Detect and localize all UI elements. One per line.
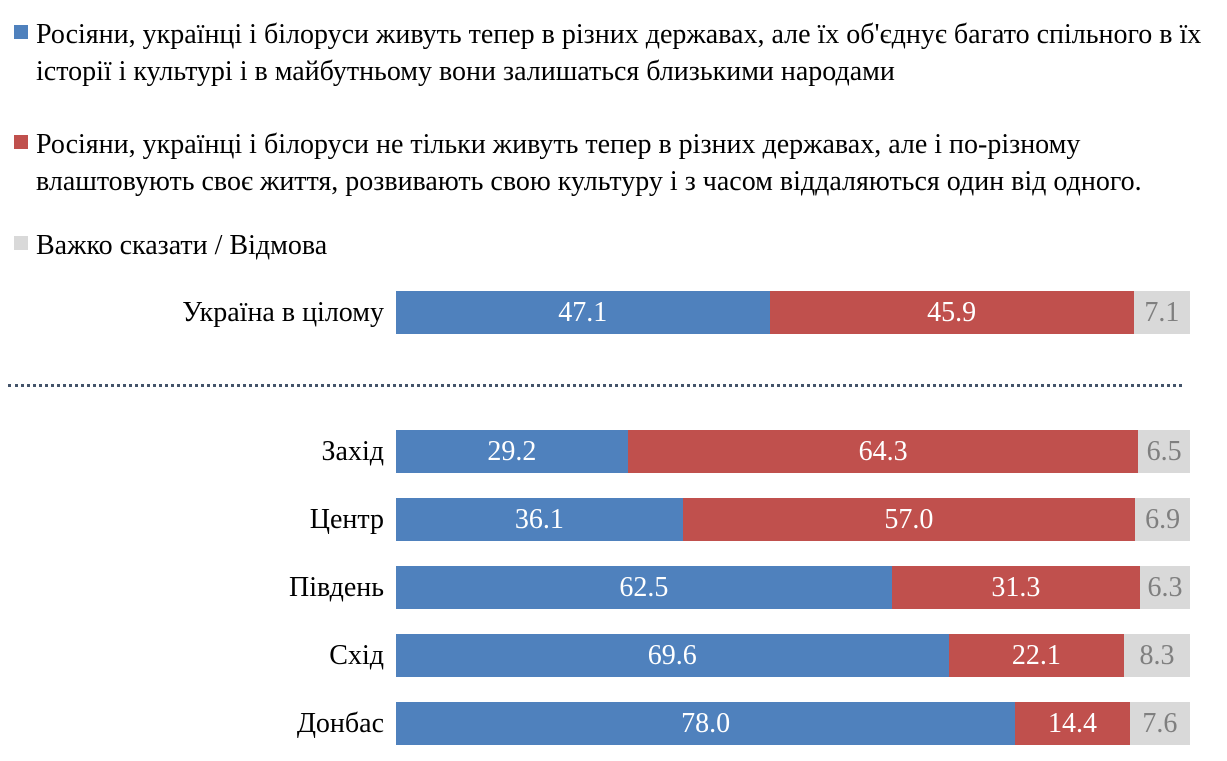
bar-track: 47.1 45.9 7.1 bbox=[396, 291, 1190, 334]
category-label: Захід bbox=[321, 435, 384, 467]
bar-track: 29.2 64.3 6.5 bbox=[396, 430, 1190, 473]
bar-segment-series-1: 29.2 bbox=[396, 430, 628, 473]
bar-segment-series-3: 6.9 bbox=[1135, 498, 1190, 541]
bar-segment-series-1: 62.5 bbox=[396, 566, 892, 609]
category-label: Південь bbox=[289, 571, 384, 603]
bar-segment-series-1: 36.1 bbox=[396, 498, 683, 541]
bar-segment-series-3: 7.1 bbox=[1133, 291, 1190, 334]
bar-segment-series-2: 22.1 bbox=[948, 634, 1125, 677]
bar-segment-series-2: 14.4 bbox=[1015, 702, 1130, 745]
value-label: 14.4 bbox=[1047, 707, 1097, 739]
value-label: 31.3 bbox=[991, 571, 1041, 603]
legend-item-remain-close-peoples: Росіяни, українці і білоруси живуть тепе… bbox=[0, 16, 1207, 90]
bar-row: Південь 62.5 31.3 6.3 bbox=[0, 566, 1190, 609]
chart-legend: Росіяни, українці і білоруси живуть тепе… bbox=[0, 0, 1227, 264]
bar-row: Захід 29.2 64.3 6.5 bbox=[0, 430, 1190, 473]
stacked-bar-chart: Україна в цілому 47.1 45.9 7.1 Захід 29.2 64.… bbox=[0, 291, 1227, 745]
value-label: 22.1 bbox=[1011, 639, 1061, 671]
bar-segment-series-3: 7.6 bbox=[1129, 702, 1190, 745]
bar-segment-series-2: 45.9 bbox=[769, 291, 1134, 334]
bar-row: Донбас 78.0 14.4 7.6 bbox=[0, 702, 1190, 745]
value-label: 7.1 bbox=[1144, 296, 1180, 328]
category-label: Схід bbox=[329, 639, 384, 671]
value-label: 7.6 bbox=[1142, 707, 1178, 739]
value-label: 29.2 bbox=[487, 435, 537, 467]
category-label: Донбас bbox=[296, 707, 384, 739]
chart-rows-regional: Захід 29.2 64.3 6.5 Центр 36.1 57.0 6.9 Південь 6… bbox=[0, 430, 1190, 745]
bar-track: 62.5 31.3 6.3 bbox=[396, 566, 1190, 609]
value-label: 6.9 bbox=[1145, 503, 1181, 535]
value-label: 36.1 bbox=[514, 503, 564, 535]
national-regional-divider bbox=[8, 384, 1182, 387]
bar-segment-series-2: 31.3 bbox=[891, 566, 1141, 609]
bar-segment-series-3: 8.3 bbox=[1124, 634, 1190, 677]
legend-label: Росіяни, українці і білоруси живуть тепе… bbox=[36, 19, 1202, 87]
chart-rows-national: Україна в цілому 47.1 45.9 7.1 bbox=[0, 291, 1190, 334]
bar-row: Україна в цілому 47.1 45.9 7.1 bbox=[0, 291, 1190, 334]
bar-track: 36.1 57.0 6.9 bbox=[396, 498, 1190, 541]
value-label: 78.0 bbox=[681, 707, 731, 739]
category-label: Україна в цілому bbox=[182, 296, 384, 328]
legend-swatch-drift-apart bbox=[14, 135, 28, 149]
value-label: 8.3 bbox=[1139, 639, 1175, 671]
legend-label: Росіяни, українці і білоруси не тільки ж… bbox=[36, 129, 1142, 197]
value-label: 6.5 bbox=[1146, 435, 1182, 467]
bar-segment-series-1: 69.6 bbox=[396, 634, 949, 677]
value-label: 6.3 bbox=[1147, 571, 1183, 603]
value-label: 57.0 bbox=[884, 503, 934, 535]
value-label: 47.1 bbox=[558, 296, 608, 328]
bar-segment-series-3: 6.3 bbox=[1140, 566, 1190, 609]
legend-swatch-hard-to-say bbox=[14, 236, 28, 250]
bar-segment-series-1: 78.0 bbox=[396, 702, 1016, 745]
bar-row: Схід 69.6 22.1 8.3 bbox=[0, 634, 1190, 677]
value-label: 45.9 bbox=[927, 296, 977, 328]
bar-segment-series-1: 47.1 bbox=[396, 291, 770, 334]
legend-swatch-remain-close-peoples bbox=[14, 25, 28, 39]
legend-item-hard-to-say: Важко сказати / Відмова bbox=[0, 227, 1207, 264]
value-label: 62.5 bbox=[619, 571, 669, 603]
bar-row: Центр 36.1 57.0 6.9 bbox=[0, 498, 1190, 541]
bar-track: 69.6 22.1 8.3 bbox=[396, 634, 1190, 677]
value-label: 69.6 bbox=[647, 639, 697, 671]
bar-track: 78.0 14.4 7.6 bbox=[396, 702, 1190, 745]
category-label: Центр bbox=[309, 503, 384, 535]
legend-item-drift-apart: Росіяни, українці і білоруси не тільки ж… bbox=[0, 126, 1207, 200]
bar-segment-series-3: 6.5 bbox=[1138, 430, 1190, 473]
bar-segment-series-2: 57.0 bbox=[682, 498, 1136, 541]
value-label: 64.3 bbox=[858, 435, 908, 467]
bar-segment-series-2: 64.3 bbox=[627, 430, 1139, 473]
legend-label: Важко сказати / Відмова bbox=[36, 230, 328, 261]
